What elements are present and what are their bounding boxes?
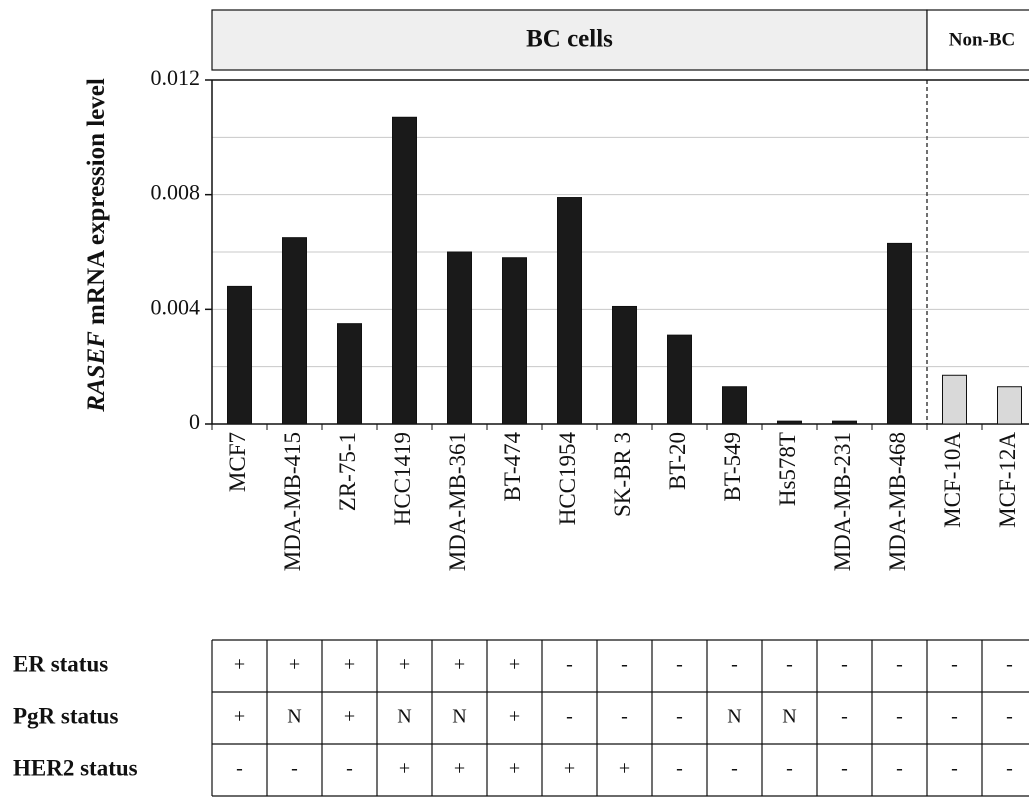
status-cell: - bbox=[676, 706, 683, 728]
status-cell: N bbox=[452, 706, 466, 728]
bar bbox=[392, 116, 417, 425]
status-cell: - bbox=[676, 654, 683, 676]
status-cell: - bbox=[566, 706, 573, 728]
bar bbox=[337, 323, 362, 425]
row-label: PgR status bbox=[13, 703, 118, 728]
status-cell: - bbox=[566, 654, 573, 676]
y-tick-label: 0 bbox=[189, 409, 200, 434]
x-tick-label: MDA-MB-415 bbox=[280, 432, 305, 571]
status-cell: - bbox=[786, 654, 793, 676]
status-cell: - bbox=[896, 706, 903, 728]
status-cell: - bbox=[951, 654, 958, 676]
status-cell: + bbox=[234, 706, 245, 728]
bar bbox=[612, 305, 637, 425]
group-label: BC cells bbox=[526, 26, 613, 53]
status-cell: + bbox=[509, 758, 520, 780]
x-tick-label: BT-474 bbox=[500, 432, 525, 502]
x-tick-label: MDA-MB-361 bbox=[445, 432, 470, 571]
group-header bbox=[926, 9, 1029, 71]
status-cell: + bbox=[619, 758, 630, 780]
bar bbox=[667, 334, 692, 425]
status-cell: - bbox=[676, 758, 683, 780]
bar bbox=[502, 257, 527, 425]
x-tick-label: MCF-10A bbox=[940, 432, 965, 528]
status-cell: + bbox=[509, 654, 520, 676]
status-cell: - bbox=[951, 758, 958, 780]
status-cell: + bbox=[344, 706, 355, 728]
status-cell: N bbox=[287, 706, 301, 728]
x-tick-label: SK-BR 3 bbox=[610, 432, 635, 517]
x-tick-label: MDA-MB-231 bbox=[830, 432, 855, 571]
status-cell: - bbox=[731, 654, 738, 676]
status-cell: - bbox=[731, 758, 738, 780]
y-tick-label: 0.008 bbox=[151, 180, 201, 205]
status-cell: + bbox=[344, 654, 355, 676]
status-cell: - bbox=[841, 706, 848, 728]
status-cell: - bbox=[841, 654, 848, 676]
status-cell: - bbox=[621, 654, 628, 676]
bar bbox=[997, 386, 1022, 425]
status-cell: + bbox=[509, 706, 520, 728]
x-tick-label: MDA-MB-468 bbox=[885, 432, 910, 571]
x-tick-label: ZR-75-1 bbox=[335, 432, 360, 511]
y-tick-label: 0.004 bbox=[151, 294, 201, 319]
status-cell: - bbox=[786, 758, 793, 780]
y-axis-title-text: mRNA expression level bbox=[83, 78, 110, 325]
status-cell: N bbox=[782, 706, 796, 728]
status-cell: - bbox=[1006, 706, 1013, 728]
status-cell: - bbox=[291, 758, 298, 780]
x-tick-label: BT-549 bbox=[720, 432, 745, 501]
bar bbox=[942, 374, 967, 425]
y-axis-title: RASEF mRNA expression level bbox=[83, 78, 110, 413]
x-tick-label: Hs578T bbox=[775, 432, 800, 506]
status-cell: + bbox=[564, 758, 575, 780]
status-cell: + bbox=[399, 654, 410, 676]
status-cell: - bbox=[236, 758, 243, 780]
status-cell: + bbox=[234, 654, 245, 676]
status-cell: + bbox=[399, 758, 410, 780]
bar bbox=[227, 285, 252, 425]
bar bbox=[557, 197, 582, 425]
y-axis-title-gene: RASEF bbox=[83, 331, 110, 413]
group-label: Non-BC bbox=[949, 29, 1016, 50]
status-cell: N bbox=[397, 706, 411, 728]
x-tick-label: MCF-12A bbox=[995, 432, 1020, 528]
row-label: HER2 status bbox=[13, 755, 138, 780]
bar bbox=[832, 420, 857, 425]
bar bbox=[777, 420, 802, 425]
x-tick-label: HCC1419 bbox=[390, 432, 415, 525]
status-cell: - bbox=[896, 654, 903, 676]
status-cell: + bbox=[454, 654, 465, 676]
status-cell: - bbox=[1006, 654, 1013, 676]
status-cell: + bbox=[454, 758, 465, 780]
x-tick-label: BT-20 bbox=[665, 432, 690, 490]
bar bbox=[447, 251, 472, 425]
bar bbox=[887, 242, 912, 425]
row-label: ER status bbox=[13, 651, 108, 676]
y-tick-label: 0.012 bbox=[151, 65, 201, 90]
status-cell: - bbox=[621, 706, 628, 728]
bar bbox=[282, 237, 307, 425]
status-cell: - bbox=[1006, 758, 1013, 780]
status-cell: + bbox=[289, 654, 300, 676]
status-cell: - bbox=[841, 758, 848, 780]
status-cell: - bbox=[896, 758, 903, 780]
bar bbox=[722, 386, 747, 425]
status-cell: N bbox=[727, 706, 741, 728]
x-tick-label: MCF7 bbox=[225, 432, 250, 492]
status-cell: - bbox=[346, 758, 353, 780]
x-tick-label: HCC1954 bbox=[555, 432, 580, 526]
status-cell: - bbox=[951, 706, 958, 728]
